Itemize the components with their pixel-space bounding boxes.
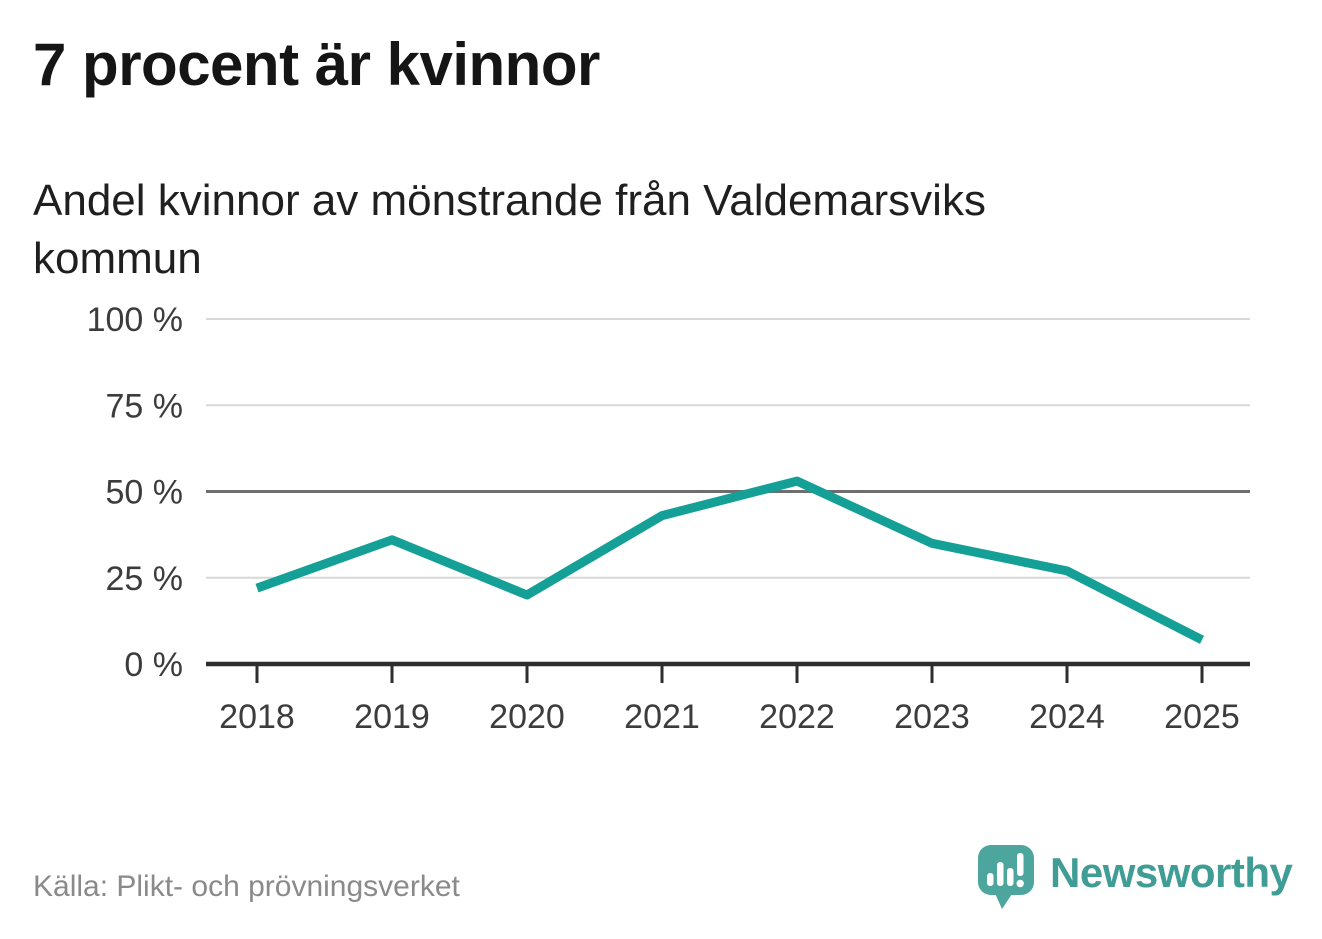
logo-bubble-tail	[994, 891, 1014, 909]
y-tick-label: 25 %	[106, 560, 184, 598]
x-tick-label: 2018	[219, 698, 295, 736]
x-tick-label: 2025	[1164, 698, 1240, 736]
y-tick-label: 0 %	[124, 646, 183, 684]
source-text: Källa: Plikt- och prövningsverket	[33, 870, 460, 903]
x-tick-label: 2020	[489, 698, 565, 736]
x-tick-label: 2022	[759, 698, 835, 736]
logo-bar-3	[1007, 868, 1014, 886]
x-tick-label: 2021	[624, 698, 700, 736]
y-tick-label: 75 %	[106, 387, 184, 425]
logo-exclamation-dot	[1016, 879, 1024, 888]
data-line-series	[255, 476, 1205, 644]
x-tick-label: 2023	[894, 698, 970, 736]
logo-exclamation-bar	[1017, 853, 1024, 876]
logo-bar-2	[997, 862, 1004, 886]
x-tick-label: 2024	[1029, 698, 1105, 736]
y-tick-label: 100 %	[87, 301, 183, 339]
logo-bar-1	[987, 873, 994, 886]
y-tick-label: 50 %	[106, 474, 184, 512]
line-chart: 0 % 25 % 50 % 75 % 100 % 2018 2019 2020 2021 2022…	[87, 301, 1250, 736]
brand-name: Newsworthy	[1050, 849, 1293, 896]
x-tick-label: 2019	[354, 698, 430, 736]
newsworthy-bar-chart-icon	[978, 845, 1034, 909]
chart-subtitle: Andel kvinnor av mönstrande från Valdema…	[33, 176, 986, 284]
newsworthy-logo: Newsworthy	[978, 845, 1293, 911]
logo-bubble	[978, 845, 1034, 895]
page-title: 7 procent är kvinnor	[33, 31, 600, 98]
